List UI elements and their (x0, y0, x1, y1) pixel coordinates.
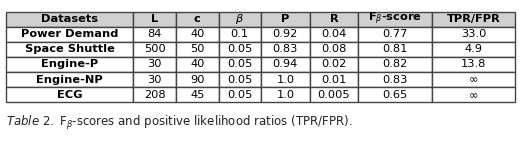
Text: 0.1: 0.1 (231, 29, 249, 39)
Bar (432, 87, 515, 102)
Text: 0.005: 0.005 (317, 90, 350, 100)
Text: c: c (194, 14, 201, 24)
Text: 0.05: 0.05 (227, 75, 253, 85)
Text: ECG: ECG (57, 90, 82, 100)
Bar (6, 87, 133, 102)
Text: 0.05: 0.05 (227, 44, 253, 54)
Text: 0.83: 0.83 (272, 44, 298, 54)
Bar (176, 87, 218, 102)
Text: 1.0: 1.0 (276, 90, 294, 100)
Bar (309, 72, 358, 87)
Text: 30: 30 (147, 75, 162, 85)
Text: 84: 84 (147, 29, 162, 39)
Text: 45: 45 (190, 90, 204, 100)
Bar (309, 27, 358, 42)
Bar (176, 12, 218, 27)
Text: 4.9: 4.9 (464, 44, 482, 54)
Text: $\infty$: $\infty$ (468, 75, 478, 85)
Bar (218, 12, 261, 27)
Bar (432, 12, 515, 27)
Text: Space Shuttle: Space Shuttle (25, 44, 115, 54)
Bar (218, 57, 261, 72)
Text: R: R (329, 14, 338, 24)
Bar (133, 72, 176, 87)
Bar (6, 72, 133, 87)
Text: F$_\beta$-score: F$_\beta$-score (368, 11, 422, 27)
Text: 1.0: 1.0 (276, 75, 294, 85)
Bar (133, 57, 176, 72)
Text: $\it{Table\ 2.}$ F$_\beta$-scores and positive likelihood ratios (TPR/FPR).: $\it{Table\ 2.}$ F$_\beta$-scores and po… (6, 114, 353, 132)
Bar (261, 57, 309, 72)
Bar (309, 57, 358, 72)
Bar (432, 72, 515, 87)
Text: 0.01: 0.01 (321, 75, 346, 85)
Bar (176, 42, 218, 57)
Bar (218, 87, 261, 102)
Text: 0.81: 0.81 (382, 44, 408, 54)
Bar (261, 72, 309, 87)
Bar (432, 57, 515, 72)
Bar (176, 72, 218, 87)
Bar (309, 42, 358, 57)
Text: Engine-P: Engine-P (41, 60, 98, 69)
Text: L: L (151, 14, 158, 24)
Bar (133, 12, 176, 27)
Bar (358, 42, 432, 57)
Bar (358, 27, 432, 42)
Bar (176, 27, 218, 42)
Text: 0.83: 0.83 (382, 75, 408, 85)
Bar (358, 87, 432, 102)
Text: P: P (281, 14, 290, 24)
Text: 33.0: 33.0 (461, 29, 486, 39)
Bar (358, 72, 432, 87)
Text: $\infty$: $\infty$ (468, 90, 478, 100)
Text: 13.8: 13.8 (461, 60, 486, 69)
Bar (432, 27, 515, 42)
Bar (6, 42, 133, 57)
Bar (358, 12, 432, 27)
Text: 0.92: 0.92 (272, 29, 298, 39)
Bar (6, 12, 133, 27)
Text: 0.04: 0.04 (321, 29, 346, 39)
Bar (133, 27, 176, 42)
Bar (176, 57, 218, 72)
Text: Power Demand: Power Demand (21, 29, 118, 39)
Bar (261, 12, 309, 27)
Bar (218, 42, 261, 57)
Text: 0.05: 0.05 (227, 90, 253, 100)
Bar (261, 42, 309, 57)
Bar (261, 27, 309, 42)
Bar (432, 42, 515, 57)
Text: 0.77: 0.77 (382, 29, 408, 39)
Text: 208: 208 (144, 90, 166, 100)
Text: 0.05: 0.05 (227, 60, 253, 69)
Bar (218, 72, 261, 87)
Text: 500: 500 (144, 44, 166, 54)
Text: 0.02: 0.02 (321, 60, 346, 69)
Bar (358, 57, 432, 72)
Text: $\beta$: $\beta$ (235, 12, 244, 26)
Bar (133, 87, 176, 102)
Bar (133, 42, 176, 57)
Text: Datasets: Datasets (41, 14, 98, 24)
Bar (309, 87, 358, 102)
Text: Engine-NP: Engine-NP (36, 75, 103, 85)
Text: 50: 50 (190, 44, 204, 54)
Bar (261, 87, 309, 102)
Text: 30: 30 (147, 60, 162, 69)
Text: TPR/FPR: TPR/FPR (446, 14, 500, 24)
Text: 0.82: 0.82 (382, 60, 407, 69)
Text: 0.94: 0.94 (272, 60, 298, 69)
Bar (6, 27, 133, 42)
Text: 0.08: 0.08 (321, 44, 346, 54)
Text: 90: 90 (190, 75, 204, 85)
Bar (6, 57, 133, 72)
Text: 0.65: 0.65 (382, 90, 407, 100)
Text: 40: 40 (190, 29, 204, 39)
Bar (309, 12, 358, 27)
Text: 40: 40 (190, 60, 204, 69)
Bar (218, 27, 261, 42)
